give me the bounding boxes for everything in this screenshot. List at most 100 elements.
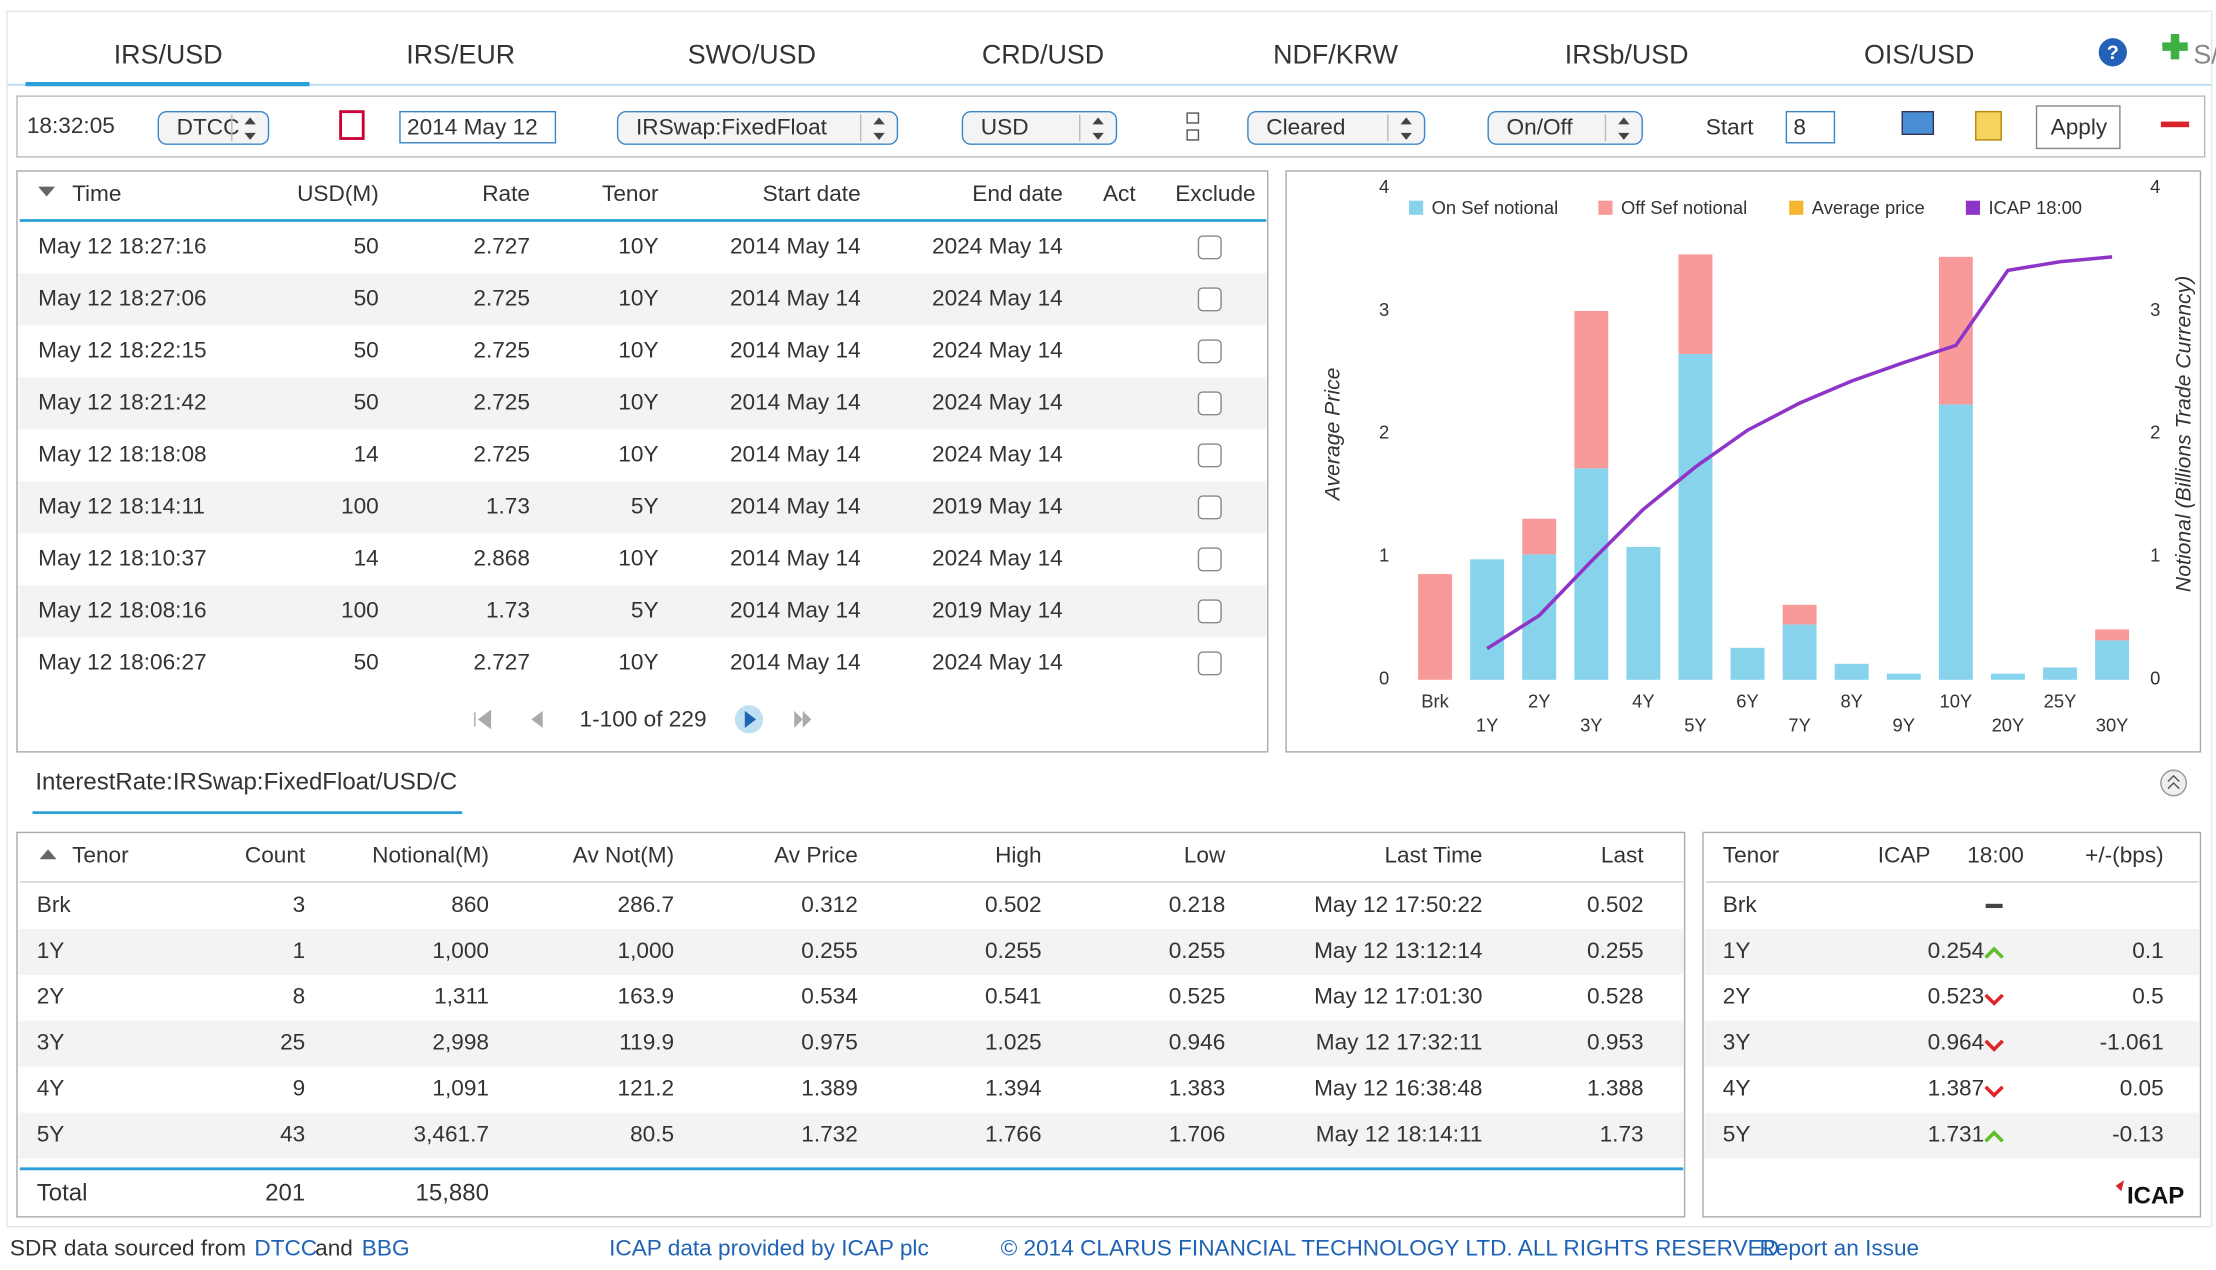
date-input[interactable] bbox=[399, 110, 557, 144]
cell: 2014 May 14 bbox=[730, 441, 861, 466]
x-tick-label: 2Y bbox=[1528, 690, 1550, 711]
pager-last[interactable] bbox=[794, 710, 812, 728]
trend-arrow bbox=[1984, 1039, 2004, 1052]
select-arrows bbox=[1400, 117, 1412, 140]
exclude-checkbox[interactable] bbox=[1197, 339, 1222, 364]
cell: 1.387 bbox=[1928, 1076, 1985, 1101]
bar bbox=[1678, 254, 1713, 354]
cell: 0.534 bbox=[801, 984, 858, 1009]
cell: May 12 17:32:11 bbox=[1316, 1030, 1483, 1055]
remove-icon[interactable] bbox=[2160, 121, 2190, 128]
footer-report[interactable]: Report an Issue bbox=[1760, 1235, 1920, 1260]
apply-text[interactable]: Apply bbox=[2051, 115, 2108, 140]
row-bg bbox=[1704, 928, 2200, 975]
select-arrows bbox=[873, 117, 885, 140]
column-header: USD(M) bbox=[297, 181, 379, 206]
help-icon[interactable] bbox=[2098, 38, 2127, 67]
cell: 43 bbox=[280, 1122, 305, 1147]
cell: 2014 May 14 bbox=[730, 493, 861, 518]
bar bbox=[1470, 559, 1505, 680]
exclude-checkbox[interactable] bbox=[1197, 547, 1222, 572]
cell: May 12 18:14:11 bbox=[38, 493, 205, 518]
cell: 0.255 bbox=[801, 938, 858, 963]
cell: 0.964 bbox=[1928, 1030, 1985, 1055]
bar bbox=[1522, 518, 1557, 555]
cell: 10Y bbox=[618, 337, 658, 362]
select-arrows bbox=[1092, 117, 1104, 140]
cell: 0.523 bbox=[1928, 984, 1985, 1009]
exclude-checkbox[interactable] bbox=[1197, 495, 1222, 520]
cell: 2024 May 14 bbox=[932, 389, 1063, 414]
cell: May 12 18:27:06 bbox=[38, 285, 206, 310]
summary-tab[interactable]: InterestRate:IRSwap:FixedFloat/USD/C bbox=[35, 768, 457, 795]
clock: 18:32:05 bbox=[27, 113, 115, 138]
start-input[interactable] bbox=[1785, 110, 1836, 144]
cell: 2014 May 14 bbox=[730, 389, 861, 414]
source-select-text: DTCC bbox=[177, 115, 240, 140]
tab[interactable]: IRSb/USD bbox=[1565, 40, 1689, 70]
cell: 5Y bbox=[37, 1122, 65, 1147]
column-header: ICAP bbox=[1878, 842, 1931, 867]
clearing-select-text: Cleared bbox=[1266, 115, 1345, 140]
product-select[interactable] bbox=[616, 110, 899, 145]
x-tick-label: 10Y bbox=[1940, 690, 1973, 711]
cell: May 12 18:18:08 bbox=[38, 441, 206, 466]
cell: 50 bbox=[354, 337, 379, 362]
exclude-checkbox[interactable] bbox=[1197, 287, 1222, 312]
tab[interactable]: S/ bbox=[2193, 40, 2216, 70]
tab[interactable]: IRS/USD bbox=[114, 40, 223, 70]
footer-dtcc[interactable]: DTCC bbox=[254, 1235, 317, 1260]
cell: 5Y bbox=[631, 493, 659, 518]
cell: 0.975 bbox=[801, 1030, 858, 1055]
cell: 10Y bbox=[618, 285, 658, 310]
cell: 1.731 bbox=[1928, 1122, 1985, 1147]
add-tab-icon[interactable] bbox=[2162, 33, 2188, 60]
cell: 0.946 bbox=[1169, 1030, 1226, 1055]
exclude-checkbox[interactable] bbox=[1197, 443, 1222, 468]
column-header: Last bbox=[1601, 842, 1644, 867]
clearing-select[interactable] bbox=[1247, 110, 1426, 145]
cell: 286.7 bbox=[618, 892, 675, 917]
bar bbox=[1782, 624, 1817, 680]
exclude-checkbox[interactable] bbox=[1197, 651, 1222, 676]
exclude-checkbox[interactable] bbox=[1197, 235, 1222, 260]
column-header: Count bbox=[245, 842, 306, 867]
currency-select[interactable] bbox=[961, 110, 1118, 145]
pager-first[interactable] bbox=[474, 709, 492, 730]
filter-icon[interactable] bbox=[1186, 112, 1200, 124]
cell: May 12 17:50:22 bbox=[1314, 892, 1482, 917]
tab[interactable]: NDF/KRW bbox=[1273, 40, 1398, 70]
export-icon[interactable] bbox=[1975, 110, 2002, 141]
monitor-icon[interactable] bbox=[1901, 110, 1935, 135]
column-header: +/-(bps) bbox=[2085, 842, 2164, 867]
cell: 10Y bbox=[618, 233, 658, 258]
pager-prev[interactable] bbox=[531, 710, 543, 728]
select-arrows bbox=[244, 117, 256, 140]
tab[interactable]: OIS/USD bbox=[1864, 40, 1974, 70]
pager-text: 1-100 of 229 bbox=[580, 707, 707, 732]
exclude-checkbox[interactable] bbox=[1197, 391, 1222, 416]
apply-button[interactable] bbox=[2035, 105, 2121, 150]
column-header: Act bbox=[1103, 181, 1136, 206]
tab[interactable]: CRD/USD bbox=[982, 40, 1104, 70]
bar bbox=[1730, 647, 1765, 680]
y2-tick-label: 4 bbox=[2150, 176, 2160, 197]
onoff-select[interactable] bbox=[1487, 110, 1643, 145]
source-select[interactable] bbox=[157, 110, 270, 145]
bar bbox=[1834, 663, 1869, 680]
legend-swatch bbox=[1965, 200, 1980, 215]
column-header: High bbox=[995, 842, 1042, 867]
tab[interactable]: SWO/USD bbox=[688, 40, 816, 70]
cell: May 12 18:22:15 bbox=[38, 337, 206, 362]
tab[interactable]: IRS/EUR bbox=[406, 40, 515, 70]
sort-icon bbox=[39, 849, 57, 860]
filter-icon[interactable] bbox=[1186, 129, 1200, 141]
calendar-icon[interactable] bbox=[339, 110, 365, 140]
exclude-checkbox[interactable] bbox=[1197, 599, 1222, 624]
cell: 2024 May 14 bbox=[932, 441, 1063, 466]
footer-bbg[interactable]: BBG bbox=[362, 1235, 410, 1260]
trades-panel bbox=[16, 170, 1269, 753]
logo-mark bbox=[2115, 1180, 2125, 1192]
y2-tick-label: 3 bbox=[2150, 299, 2160, 320]
